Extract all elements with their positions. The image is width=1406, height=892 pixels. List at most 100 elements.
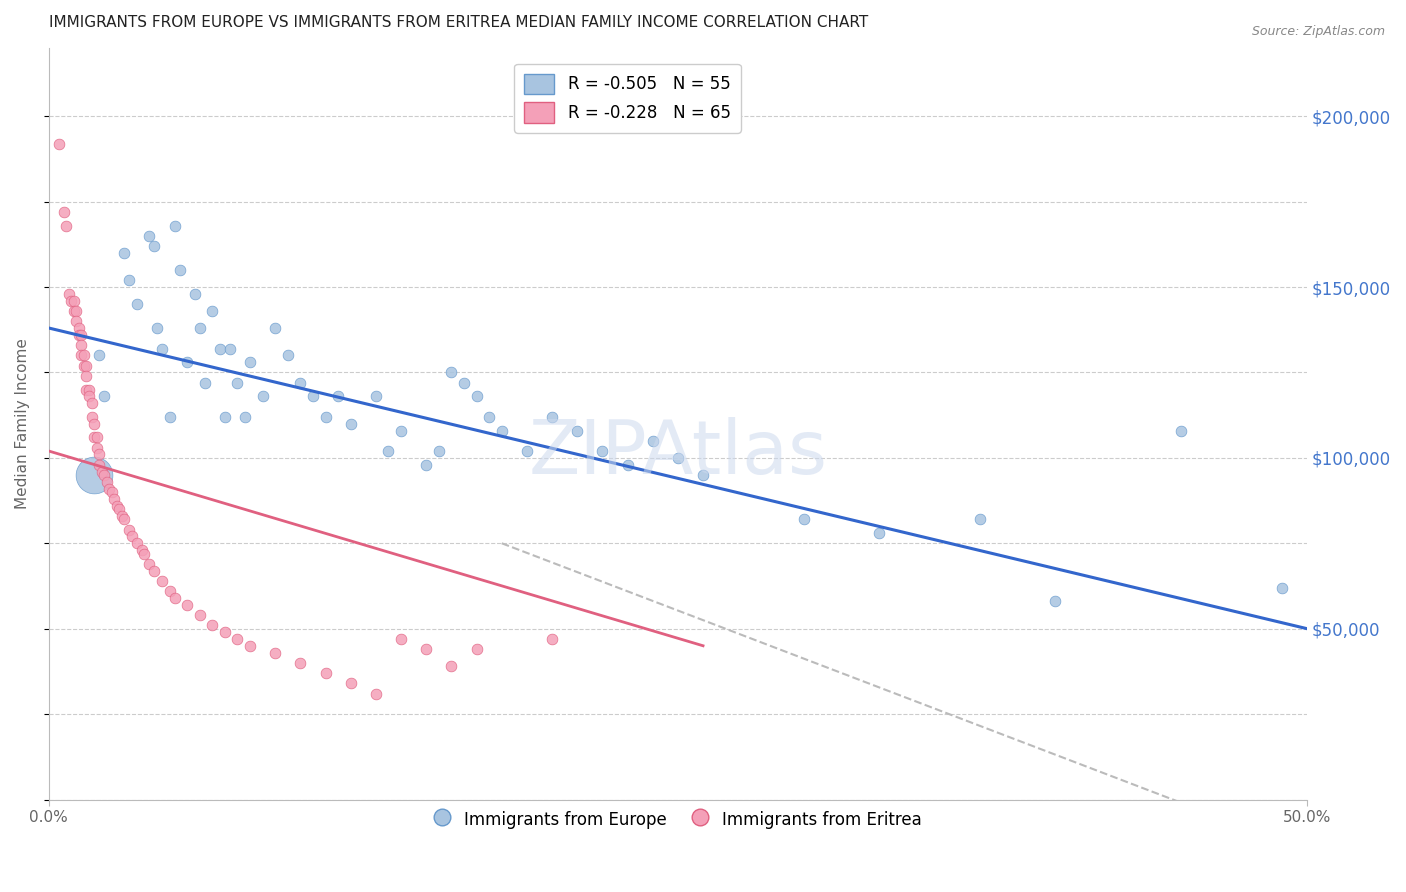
- Point: [76, 383, 98, 397]
- Point: [453, 376, 475, 390]
- Point: [440, 659, 463, 673]
- Point: [118, 273, 141, 287]
- Point: [70, 327, 93, 342]
- Point: [108, 502, 131, 516]
- Point: [76, 368, 98, 383]
- Point: [125, 297, 148, 311]
- Point: [103, 491, 125, 506]
- Point: [427, 444, 450, 458]
- Point: [364, 687, 387, 701]
- Point: [465, 642, 488, 657]
- Point: [969, 512, 991, 526]
- Point: [176, 598, 198, 612]
- Point: [415, 458, 437, 472]
- Point: [389, 424, 412, 438]
- Point: [73, 359, 96, 373]
- Point: [478, 409, 501, 424]
- Point: [201, 618, 224, 632]
- Point: [252, 389, 274, 403]
- Point: [226, 632, 249, 646]
- Point: [183, 286, 205, 301]
- Point: [112, 512, 135, 526]
- Point: [567, 424, 589, 438]
- Point: [150, 342, 173, 356]
- Point: [83, 430, 105, 444]
- Point: [692, 467, 714, 482]
- Point: [541, 632, 564, 646]
- Point: [63, 293, 86, 308]
- Point: [491, 424, 513, 438]
- Point: [339, 676, 361, 690]
- Point: [65, 314, 87, 328]
- Text: Source: ZipAtlas.com: Source: ZipAtlas.com: [1251, 25, 1385, 38]
- Point: [315, 409, 337, 424]
- Point: [93, 389, 115, 403]
- Point: [63, 304, 86, 318]
- Point: [60, 293, 83, 308]
- Point: [302, 389, 325, 403]
- Point: [290, 376, 312, 390]
- Point: [73, 348, 96, 362]
- Point: [465, 389, 488, 403]
- Point: [328, 389, 350, 403]
- Point: [67, 327, 90, 342]
- Point: [131, 543, 153, 558]
- Point: [70, 348, 93, 362]
- Point: [96, 475, 118, 489]
- Point: [415, 642, 437, 657]
- Point: [315, 666, 337, 681]
- Text: ZIPAtlas: ZIPAtlas: [529, 417, 827, 491]
- Point: [112, 245, 135, 260]
- Point: [214, 409, 236, 424]
- Point: [219, 342, 242, 356]
- Point: [868, 526, 890, 541]
- Point: [1170, 424, 1192, 438]
- Point: [55, 219, 77, 233]
- Point: [143, 239, 166, 253]
- Point: [100, 485, 122, 500]
- Point: [134, 547, 156, 561]
- Point: [138, 228, 160, 243]
- Point: [239, 639, 262, 653]
- Point: [93, 467, 115, 482]
- Point: [793, 512, 815, 526]
- Point: [48, 136, 70, 151]
- Point: [214, 625, 236, 640]
- Point: [77, 389, 100, 403]
- Point: [264, 321, 287, 335]
- Point: [76, 359, 98, 373]
- Point: [150, 574, 173, 588]
- Point: [239, 355, 262, 369]
- Point: [290, 656, 312, 670]
- Point: [541, 409, 564, 424]
- Point: [389, 632, 412, 646]
- Point: [176, 355, 198, 369]
- Point: [159, 409, 181, 424]
- Point: [111, 508, 134, 523]
- Point: [121, 529, 143, 543]
- Point: [666, 450, 689, 465]
- Point: [65, 304, 87, 318]
- Point: [188, 607, 211, 622]
- Point: [163, 591, 186, 605]
- Point: [80, 396, 103, 410]
- Point: [516, 444, 538, 458]
- Y-axis label: Median Family Income: Median Family Income: [15, 338, 30, 509]
- Point: [163, 219, 186, 233]
- Point: [264, 646, 287, 660]
- Point: [138, 557, 160, 571]
- Point: [146, 321, 169, 335]
- Point: [208, 342, 231, 356]
- Point: [77, 383, 100, 397]
- Point: [616, 458, 638, 472]
- Legend: Immigrants from Europe, Immigrants from Eritrea: Immigrants from Europe, Immigrants from …: [427, 803, 928, 837]
- Point: [364, 389, 387, 403]
- Point: [83, 467, 105, 482]
- Point: [67, 321, 90, 335]
- Point: [143, 564, 166, 578]
- Point: [70, 338, 93, 352]
- Point: [188, 321, 211, 335]
- Point: [1045, 594, 1067, 608]
- Point: [52, 204, 75, 219]
- Text: IMMIGRANTS FROM EUROPE VS IMMIGRANTS FROM ERITREA MEDIAN FAMILY INCOME CORRELATI: IMMIGRANTS FROM EUROPE VS IMMIGRANTS FRO…: [49, 15, 868, 30]
